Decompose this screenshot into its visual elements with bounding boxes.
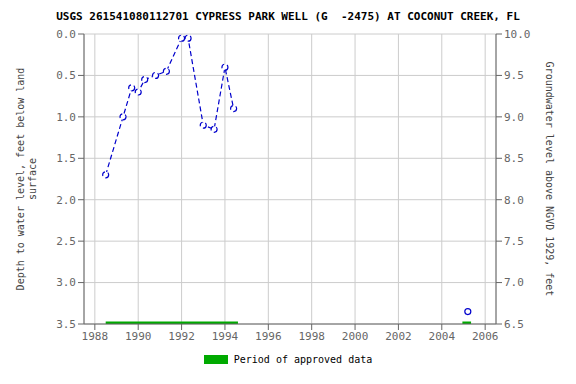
svg-text:Groundwater level above NGVD 1: Groundwater level above NGVD 1929, feet [545,62,556,297]
svg-text:8.0: 8.0 [504,194,524,207]
svg-text:1990: 1990 [125,330,152,343]
svg-text:8.5: 8.5 [504,152,524,165]
svg-text:2004: 2004 [429,330,456,343]
svg-text:0.0: 0.0 [56,28,76,41]
html-text:USGS 261541080112701 CYPRESS P: USGS 261541080112701 CYPRESS PARK WELL (… [56,10,520,23]
svg-text:1.5: 1.5 [56,152,76,165]
svg-text:1996: 1996 [255,330,282,343]
svg-text:1988: 1988 [82,330,109,343]
svg-text:2.0: 2.0 [56,194,76,207]
html-text:Period of approved data: Period of approved data [233,353,373,365]
svg-text:1992: 1992 [168,330,195,343]
svg-text:10.0: 10.0 [504,28,531,41]
svg-text:1.0: 1.0 [56,111,76,124]
svg-text:9.0: 9.0 [504,111,524,124]
svg-text:3.0: 3.0 [56,276,76,289]
svg-text:3.5: 3.5 [56,318,76,331]
svg-text:6.5: 6.5 [504,318,524,331]
svg-text:2.5: 2.5 [56,235,76,248]
svg-text:1998: 1998 [298,330,325,343]
svg-text:Depth to water level, feet bel: Depth to water level, feet below landsur… [15,68,38,291]
svg-text:7.0: 7.0 [504,276,524,289]
svg-text:9.5: 9.5 [504,69,524,82]
svg-text:2006: 2006 [472,330,499,343]
svg-text:2002: 2002 [385,330,412,343]
svg-text:0.5: 0.5 [56,69,76,82]
svg-text:2000: 2000 [342,330,369,343]
svg-text:1994: 1994 [212,330,239,343]
svg-text:7.5: 7.5 [504,235,524,248]
